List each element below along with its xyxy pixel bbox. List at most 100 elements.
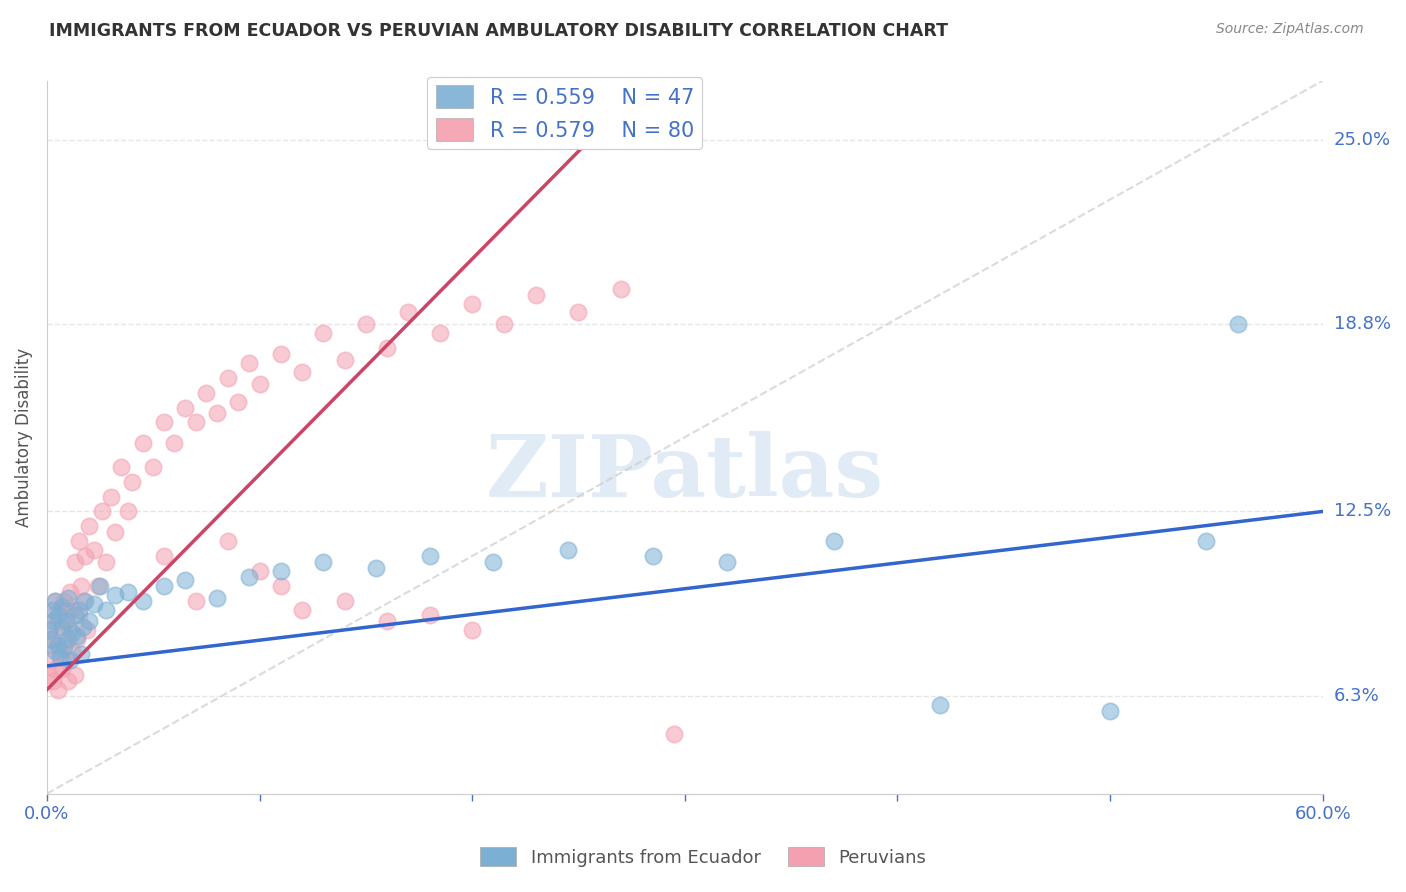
Point xyxy=(1195,534,1218,549)
Point xyxy=(52,638,75,652)
Point xyxy=(87,579,110,593)
Text: 6.3%: 6.3% xyxy=(1334,687,1379,705)
Point xyxy=(461,624,484,638)
Point xyxy=(75,593,97,607)
Point xyxy=(42,615,65,629)
Point xyxy=(79,519,101,533)
Legend: R = 0.559    N = 47, R = 0.579    N = 80: R = 0.559 N = 47, R = 0.579 N = 80 xyxy=(427,77,703,150)
Point xyxy=(195,385,218,400)
Point xyxy=(270,564,292,578)
Text: ZIPatlas: ZIPatlas xyxy=(485,431,884,515)
Point xyxy=(38,624,60,638)
Point xyxy=(63,668,86,682)
Point xyxy=(83,543,105,558)
Point xyxy=(354,318,377,332)
Point xyxy=(366,561,388,575)
Point xyxy=(662,727,685,741)
Point xyxy=(38,668,60,682)
Point xyxy=(67,602,90,616)
Point xyxy=(96,555,118,569)
Point xyxy=(121,475,143,489)
Point xyxy=(110,459,132,474)
Point xyxy=(823,534,845,549)
Point xyxy=(205,591,228,605)
Point xyxy=(42,602,65,616)
Point xyxy=(55,615,77,629)
Point xyxy=(46,638,69,652)
Point xyxy=(104,588,127,602)
Text: 12.5%: 12.5% xyxy=(1334,502,1391,520)
Point xyxy=(67,534,90,549)
Point xyxy=(39,632,62,647)
Text: 25.0%: 25.0% xyxy=(1334,131,1391,149)
Point xyxy=(333,593,356,607)
Point xyxy=(79,615,101,629)
Point xyxy=(205,407,228,421)
Point xyxy=(524,287,547,301)
Point xyxy=(312,326,335,341)
Point xyxy=(59,584,82,599)
Point xyxy=(153,579,176,593)
Point xyxy=(100,490,122,504)
Point xyxy=(482,555,505,569)
Point xyxy=(131,593,153,607)
Point xyxy=(1226,318,1249,332)
Point xyxy=(312,555,335,569)
Point xyxy=(76,624,98,638)
Point xyxy=(333,353,356,368)
Point xyxy=(117,584,139,599)
Point xyxy=(42,638,65,652)
Point xyxy=(46,682,69,697)
Point xyxy=(59,653,82,667)
Point xyxy=(44,644,66,658)
Point xyxy=(461,296,484,310)
Point xyxy=(60,602,83,616)
Text: IMMIGRANTS FROM ECUADOR VS PERUVIAN AMBULATORY DISABILITY CORRELATION CHART: IMMIGRANTS FROM ECUADOR VS PERUVIAN AMBU… xyxy=(49,22,948,40)
Point xyxy=(51,624,73,638)
Point xyxy=(142,459,165,474)
Point xyxy=(929,698,952,712)
Point xyxy=(716,555,738,569)
Point xyxy=(419,608,441,623)
Point xyxy=(117,504,139,518)
Point xyxy=(44,593,66,607)
Point xyxy=(217,371,239,385)
Point xyxy=(226,394,249,409)
Point xyxy=(72,620,94,634)
Point xyxy=(291,602,314,616)
Point xyxy=(396,305,419,319)
Y-axis label: Ambulatory Disability: Ambulatory Disability xyxy=(15,348,32,527)
Point xyxy=(48,644,70,658)
Point xyxy=(429,326,451,341)
Point xyxy=(270,579,292,593)
Point xyxy=(51,620,73,634)
Point xyxy=(63,555,86,569)
Legend: Immigrants from Ecuador, Peruvians: Immigrants from Ecuador, Peruvians xyxy=(472,840,934,874)
Point xyxy=(63,608,86,623)
Point xyxy=(375,615,398,629)
Point xyxy=(52,593,75,607)
Point xyxy=(104,525,127,540)
Point xyxy=(44,593,66,607)
Point xyxy=(375,341,398,355)
Point xyxy=(56,602,79,616)
Point xyxy=(55,615,77,629)
Point xyxy=(60,644,83,658)
Point xyxy=(89,579,111,593)
Point xyxy=(56,632,79,647)
Point xyxy=(42,608,65,623)
Text: Source: ZipAtlas.com: Source: ZipAtlas.com xyxy=(1216,22,1364,37)
Point xyxy=(153,549,176,563)
Point xyxy=(238,356,260,370)
Point xyxy=(163,436,186,450)
Point xyxy=(52,641,75,656)
Point xyxy=(249,564,271,578)
Point xyxy=(48,602,70,616)
Point xyxy=(174,401,197,415)
Point xyxy=(238,570,260,584)
Point xyxy=(610,282,633,296)
Point xyxy=(66,632,89,647)
Point xyxy=(557,543,579,558)
Point xyxy=(70,647,93,661)
Point xyxy=(46,608,69,623)
